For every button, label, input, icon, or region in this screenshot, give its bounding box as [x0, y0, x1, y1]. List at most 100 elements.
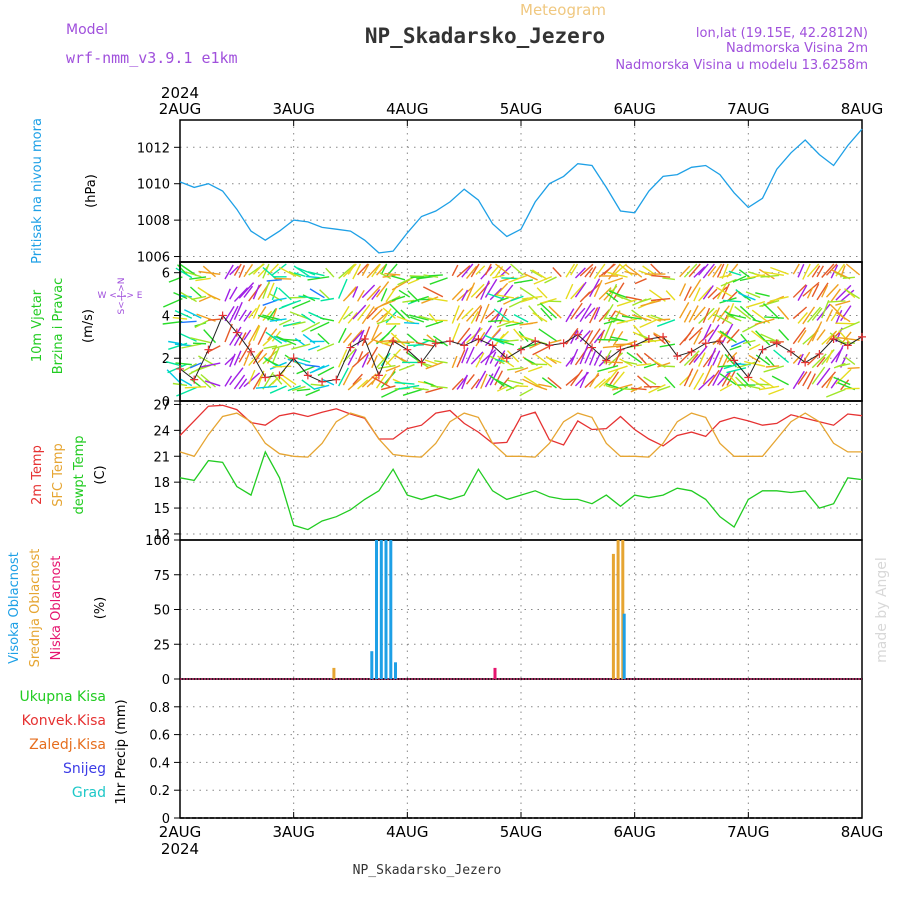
- wind-barb: [656, 319, 676, 327]
- wind-barb: [265, 331, 283, 344]
- wind-barb: [507, 379, 524, 385]
- wind-barb: [352, 351, 370, 368]
- wind-barb: [570, 348, 579, 365]
- wind-barb: [589, 266, 597, 278]
- wind-barb: [716, 263, 725, 278]
- wind-barb: [683, 263, 698, 278]
- wind-barb: [643, 352, 662, 367]
- wind-barb: [396, 315, 415, 324]
- wind-barb: [608, 371, 620, 388]
- wind-barb: [539, 302, 557, 319]
- panel-frame-pressure: [179, 119, 863, 263]
- wind-barb: [376, 263, 388, 276]
- wind-barb: [540, 307, 553, 321]
- y-tick-label: 4: [162, 309, 170, 324]
- wind-barb: [338, 278, 348, 299]
- wind-barb: [825, 283, 839, 298]
- wind-barb: [827, 300, 846, 303]
- cloud-mid-ylabel: Srednja Oblacnost: [28, 549, 43, 668]
- wind-barb: [712, 286, 728, 300]
- wind-barb: [371, 355, 378, 369]
- wind-barb: [494, 350, 506, 367]
- wind-barb: [778, 329, 790, 341]
- cloud-bar-cloud_high: [389, 540, 393, 679]
- wind-barb: [494, 370, 504, 386]
- wind-barb: [792, 327, 806, 345]
- wind-barb: [610, 336, 628, 342]
- y-tick-label: 100: [145, 534, 170, 549]
- wind-barb: [565, 263, 576, 278]
- wind-barb: [729, 345, 742, 351]
- wind-barb: [716, 305, 730, 322]
- wind-barb: [461, 374, 468, 390]
- wind-barb: [271, 343, 292, 350]
- wind-barb: [659, 343, 676, 348]
- y-tick-label: 1012: [137, 141, 170, 156]
- wind-barb: [835, 311, 851, 323]
- wind-barb: [605, 361, 623, 364]
- wind-speed-point: [559, 339, 568, 348]
- wind-barb: [262, 266, 278, 281]
- wind-barb: [497, 296, 510, 303]
- wind-speed-point: [389, 337, 398, 346]
- wind-barb: [456, 327, 471, 345]
- x-tick-label-top: 3AUG: [272, 100, 314, 118]
- wind-barb: [301, 321, 321, 333]
- wind-speed-point: [289, 354, 298, 363]
- wind-barb: [835, 368, 852, 385]
- wind-barb: [224, 375, 233, 387]
- wind-barb: [574, 307, 586, 320]
- wind-barb: [371, 289, 381, 301]
- wind-barb: [513, 328, 524, 341]
- wind-barb: [294, 337, 306, 347]
- wind-barb: [608, 263, 621, 280]
- wind-barb: [357, 379, 369, 390]
- wind-barb: [291, 343, 311, 350]
- wind-barb: [425, 361, 444, 370]
- wind-barb: [806, 373, 816, 390]
- wind-barb: [497, 355, 515, 368]
- wind-speed-point: [275, 371, 284, 380]
- wind-barb: [347, 377, 362, 391]
- y-tick-label: 0.4: [149, 756, 170, 771]
- wind-barb: [416, 275, 434, 280]
- wind-barb: [726, 302, 735, 320]
- wind-barb: [707, 288, 718, 299]
- wind-barb: [811, 366, 826, 385]
- wind-barb: [826, 388, 846, 398]
- wind-barb: [347, 286, 357, 297]
- wind-barb: [624, 361, 638, 365]
- wind-barb: [279, 318, 292, 326]
- cloud-bar-cloud_high: [394, 662, 397, 679]
- wind-barb: [748, 354, 761, 363]
- wind-barb: [603, 263, 615, 276]
- wind-barb: [267, 328, 278, 341]
- wind-barb: [352, 286, 359, 298]
- wind-barb: [807, 263, 820, 278]
- wind-barb: [424, 359, 439, 365]
- wind-barb: [342, 332, 353, 344]
- wind-barb: [465, 282, 476, 301]
- wind-barb: [194, 318, 212, 329]
- cloud-high-ylabel: Visoka Oblacnost: [7, 552, 22, 664]
- wind-barb: [797, 371, 808, 385]
- wind-barb: [381, 387, 401, 398]
- wind-barb: [521, 295, 543, 300]
- coords-label: lon,lat (19.15E, 42.2812N): [696, 26, 868, 41]
- wind-barb: [534, 384, 548, 391]
- wind-barb: [371, 324, 380, 341]
- wind-barb: [361, 326, 371, 347]
- wind-barb: [835, 300, 851, 306]
- wind-barb: [835, 284, 852, 301]
- wind-barb: [792, 263, 800, 275]
- wind-barb: [597, 365, 619, 373]
- wind-barb: [262, 371, 274, 390]
- wind-barb: [179, 263, 197, 277]
- wind-barb: [698, 263, 709, 276]
- wind-barb: [593, 279, 603, 298]
- wind-compass-we: W <-|-> E: [98, 291, 143, 301]
- wind-barb: [178, 294, 192, 298]
- wind-barb: [745, 291, 761, 299]
- wind-barb: [356, 351, 364, 364]
- wind-barb: [612, 371, 625, 386]
